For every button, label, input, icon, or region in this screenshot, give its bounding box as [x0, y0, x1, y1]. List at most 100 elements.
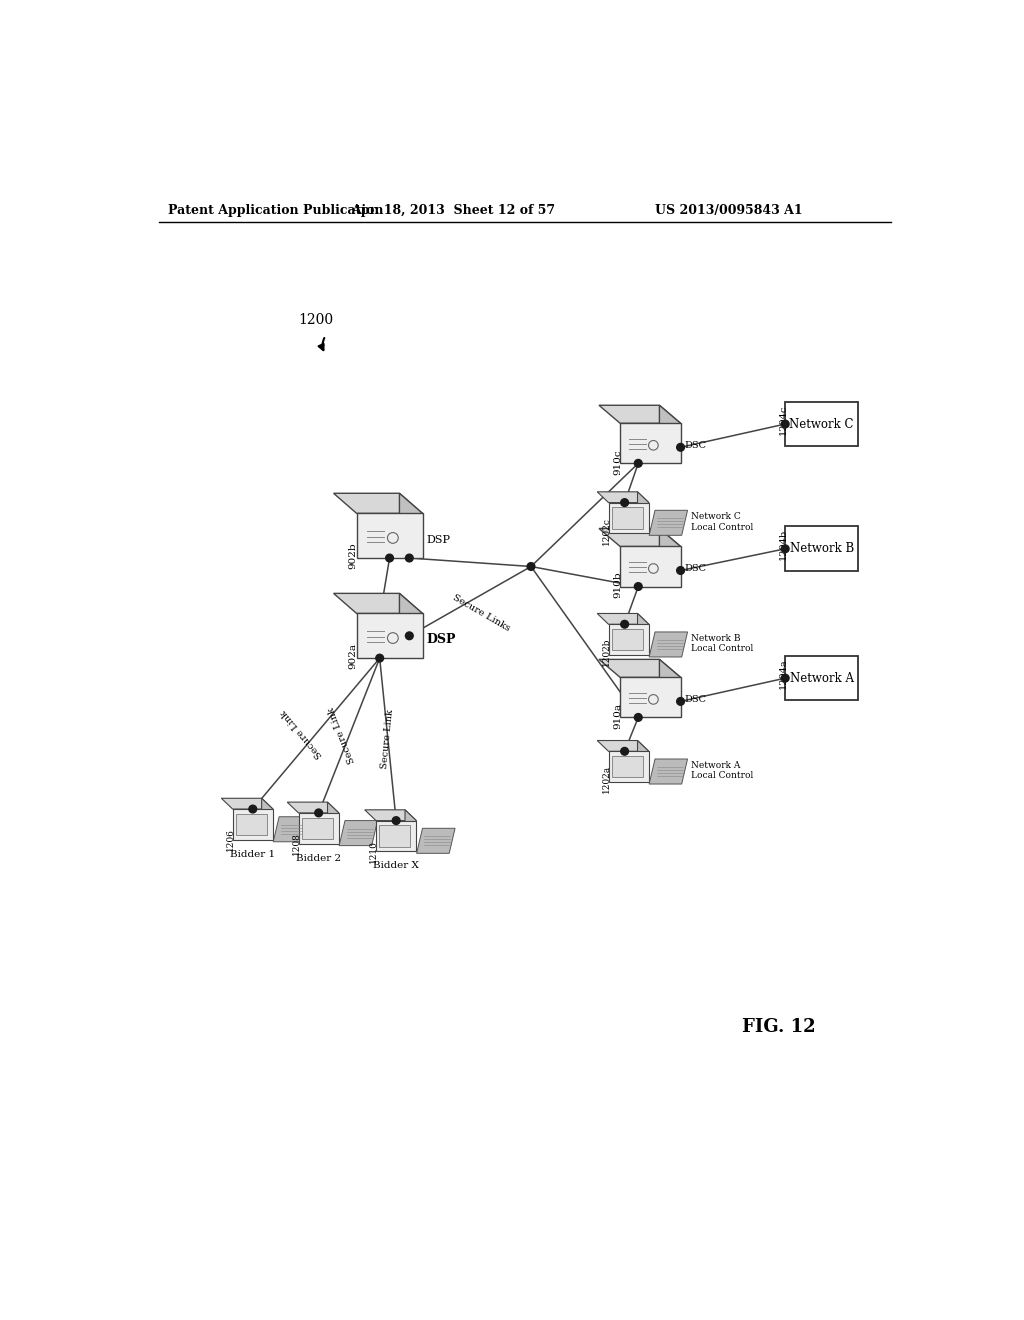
- Text: Secure Link: Secure Link: [327, 706, 356, 766]
- Polygon shape: [638, 492, 649, 533]
- Text: 1210: 1210: [370, 840, 378, 863]
- Polygon shape: [611, 628, 643, 651]
- Polygon shape: [287, 803, 339, 813]
- Circle shape: [392, 817, 400, 825]
- Polygon shape: [599, 660, 681, 677]
- Polygon shape: [784, 527, 858, 572]
- Circle shape: [781, 420, 790, 428]
- Polygon shape: [608, 503, 649, 533]
- Polygon shape: [638, 614, 649, 655]
- Text: Secure Links: Secure Links: [452, 593, 512, 632]
- Polygon shape: [334, 594, 423, 614]
- Polygon shape: [599, 528, 681, 546]
- Polygon shape: [232, 809, 273, 840]
- Polygon shape: [221, 799, 273, 809]
- Text: 1202a: 1202a: [602, 766, 610, 793]
- Polygon shape: [784, 656, 858, 701]
- Circle shape: [406, 554, 414, 562]
- Text: 1208: 1208: [292, 832, 301, 855]
- Polygon shape: [236, 813, 267, 836]
- Text: FIG. 12: FIG. 12: [742, 1018, 816, 1036]
- Polygon shape: [611, 507, 643, 529]
- Polygon shape: [659, 660, 681, 718]
- Polygon shape: [659, 528, 681, 586]
- Text: Network A: Network A: [790, 672, 854, 685]
- Circle shape: [376, 655, 384, 663]
- Polygon shape: [406, 810, 417, 851]
- Text: Bidder 2: Bidder 2: [296, 854, 341, 863]
- Text: Network B
Local Control: Network B Local Control: [691, 634, 754, 653]
- Polygon shape: [659, 405, 681, 463]
- Polygon shape: [608, 624, 649, 655]
- Text: 910b: 910b: [613, 572, 623, 598]
- Polygon shape: [365, 810, 417, 821]
- Text: Network C
Local Control: Network C Local Control: [691, 512, 754, 532]
- Circle shape: [406, 632, 414, 640]
- Polygon shape: [649, 511, 687, 536]
- Polygon shape: [356, 614, 423, 659]
- Polygon shape: [597, 614, 649, 624]
- Circle shape: [781, 675, 790, 682]
- Polygon shape: [611, 756, 643, 777]
- Circle shape: [677, 444, 684, 451]
- Polygon shape: [649, 759, 687, 784]
- Text: DSC: DSC: [684, 565, 707, 573]
- Polygon shape: [597, 741, 649, 751]
- Circle shape: [781, 545, 790, 553]
- Text: Network C: Network C: [790, 417, 854, 430]
- Circle shape: [635, 582, 642, 590]
- Polygon shape: [376, 821, 417, 851]
- Text: 902b: 902b: [348, 543, 357, 569]
- Polygon shape: [638, 741, 649, 781]
- Text: Bidder 1: Bidder 1: [230, 850, 275, 859]
- Text: 910a: 910a: [613, 702, 623, 729]
- Polygon shape: [784, 401, 858, 446]
- Text: 1202c: 1202c: [602, 516, 610, 545]
- Circle shape: [635, 459, 642, 467]
- Polygon shape: [621, 677, 681, 718]
- Polygon shape: [599, 405, 681, 424]
- Polygon shape: [379, 825, 411, 847]
- Circle shape: [635, 714, 642, 721]
- Polygon shape: [302, 817, 333, 840]
- Polygon shape: [299, 813, 339, 843]
- Polygon shape: [597, 492, 649, 503]
- Text: Network A
Local Control: Network A Local Control: [691, 760, 754, 780]
- Text: DSP: DSP: [426, 535, 451, 545]
- Circle shape: [527, 562, 535, 570]
- Polygon shape: [334, 494, 423, 513]
- Circle shape: [386, 554, 393, 562]
- Polygon shape: [339, 821, 378, 846]
- Text: 1204b: 1204b: [778, 529, 787, 560]
- Circle shape: [677, 697, 684, 705]
- Text: Secure Link: Secure Link: [280, 708, 325, 759]
- Text: Secure Link: Secure Link: [381, 709, 395, 770]
- Text: DSP: DSP: [426, 634, 456, 647]
- Text: 1202b: 1202b: [602, 638, 610, 667]
- Text: 902a: 902a: [348, 643, 357, 669]
- Text: 1200: 1200: [299, 313, 334, 327]
- Polygon shape: [328, 803, 339, 843]
- Text: Bidder X: Bidder X: [373, 862, 419, 870]
- Text: Apr. 18, 2013  Sheet 12 of 57: Apr. 18, 2013 Sheet 12 of 57: [351, 205, 556, 218]
- Polygon shape: [399, 594, 423, 659]
- Polygon shape: [608, 751, 649, 781]
- Text: 1204c: 1204c: [778, 405, 787, 436]
- Text: DSC: DSC: [684, 696, 707, 704]
- Circle shape: [621, 620, 629, 628]
- Polygon shape: [356, 513, 423, 558]
- Text: DSC: DSC: [684, 441, 707, 450]
- Text: Network B: Network B: [790, 543, 854, 556]
- Polygon shape: [649, 632, 687, 657]
- Polygon shape: [621, 424, 681, 463]
- Polygon shape: [417, 829, 455, 853]
- Text: US 2013/0095843 A1: US 2013/0095843 A1: [655, 205, 803, 218]
- Text: 910c: 910c: [613, 449, 623, 475]
- Text: 1204a: 1204a: [778, 659, 787, 689]
- Polygon shape: [262, 799, 273, 840]
- Polygon shape: [621, 546, 681, 586]
- Text: 1206: 1206: [226, 828, 234, 851]
- Polygon shape: [399, 494, 423, 558]
- Circle shape: [249, 805, 257, 813]
- Text: Patent Application Publication: Patent Application Publication: [168, 205, 384, 218]
